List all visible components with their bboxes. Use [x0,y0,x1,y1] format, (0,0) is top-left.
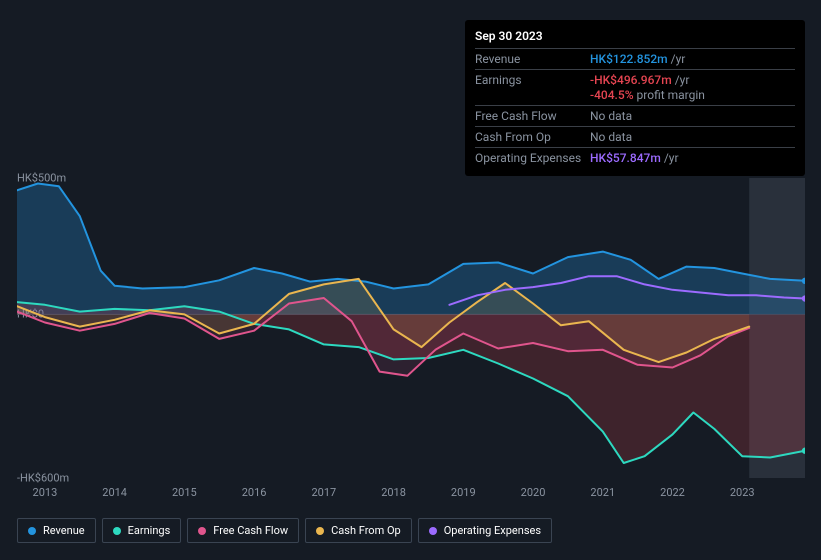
tooltip-row-value: HK$122.852m/yr [590,52,795,66]
tooltip-date: Sep 30 2023 [475,26,795,49]
tooltip-row: Earnings-HK$496.967m/yr-404.5%profit mar… [475,70,795,106]
x-axis-tick: 2014 [102,486,127,499]
x-axis-tick: 2022 [660,486,685,499]
data-tooltip: Sep 30 2023 RevenueHK$122.852m/yrEarning… [465,20,805,176]
x-axis-tick: 2023 [730,486,755,499]
tooltip-row-label: Cash From Op [475,130,590,144]
legend-label: Revenue [43,524,85,537]
x-axis-tick: 2016 [242,486,267,499]
tooltip-row: Free Cash FlowNo data [475,106,795,127]
legend-item[interactable]: Cash From Op [305,518,412,543]
legend-dot-icon [316,527,324,535]
x-axis-tick: 2021 [590,486,615,499]
legend-label: Operating Expenses [444,524,541,537]
x-axis-tick: 2018 [381,486,406,499]
legend-item[interactable]: Revenue [17,518,96,543]
x-axis: 2013 2014 2015 2016 2017 2018 2019 2020 2021 2022… [17,486,805,504]
legend-dot-icon [113,527,121,535]
chart-plot-area[interactable] [17,178,805,478]
tooltip-row-value: No data [590,130,795,144]
legend-label: Cash From Op [331,524,401,537]
legend-dot-icon [28,527,36,535]
legend-label: Earnings [128,524,171,537]
legend-label: Free Cash Flow [213,524,288,537]
tooltip-row-value: No data [590,109,795,123]
chart-svg [17,178,805,478]
legend-item[interactable]: Earnings [102,518,182,543]
legend-dot-icon [429,527,437,535]
legend-item[interactable]: Free Cash Flow [187,518,299,543]
x-axis-tick: 2017 [311,486,336,499]
financials-chart: HK$500mHK$0-HK$600m [17,158,805,478]
tooltip-row-value: -HK$496.967m/yr-404.5%profit margin [590,73,795,102]
tooltip-row: Cash From OpNo data [475,127,795,148]
series-area [17,184,805,315]
tooltip-row-label: Free Cash Flow [475,109,590,123]
tooltip-row-label: Earnings [475,73,590,87]
x-axis-tick: 2019 [451,486,476,499]
tooltip-row: RevenueHK$122.852m/yr [475,49,795,70]
x-axis-tick: 2015 [172,486,197,499]
x-axis-tick: 2020 [521,486,546,499]
tooltip-row-label: Revenue [475,52,590,66]
legend-dot-icon [198,527,206,535]
x-axis-tick: 2013 [33,486,58,499]
legend-item[interactable]: Operating Expenses [418,518,552,543]
chart-legend: Revenue Earnings Free Cash Flow Cash From O… [17,518,552,543]
